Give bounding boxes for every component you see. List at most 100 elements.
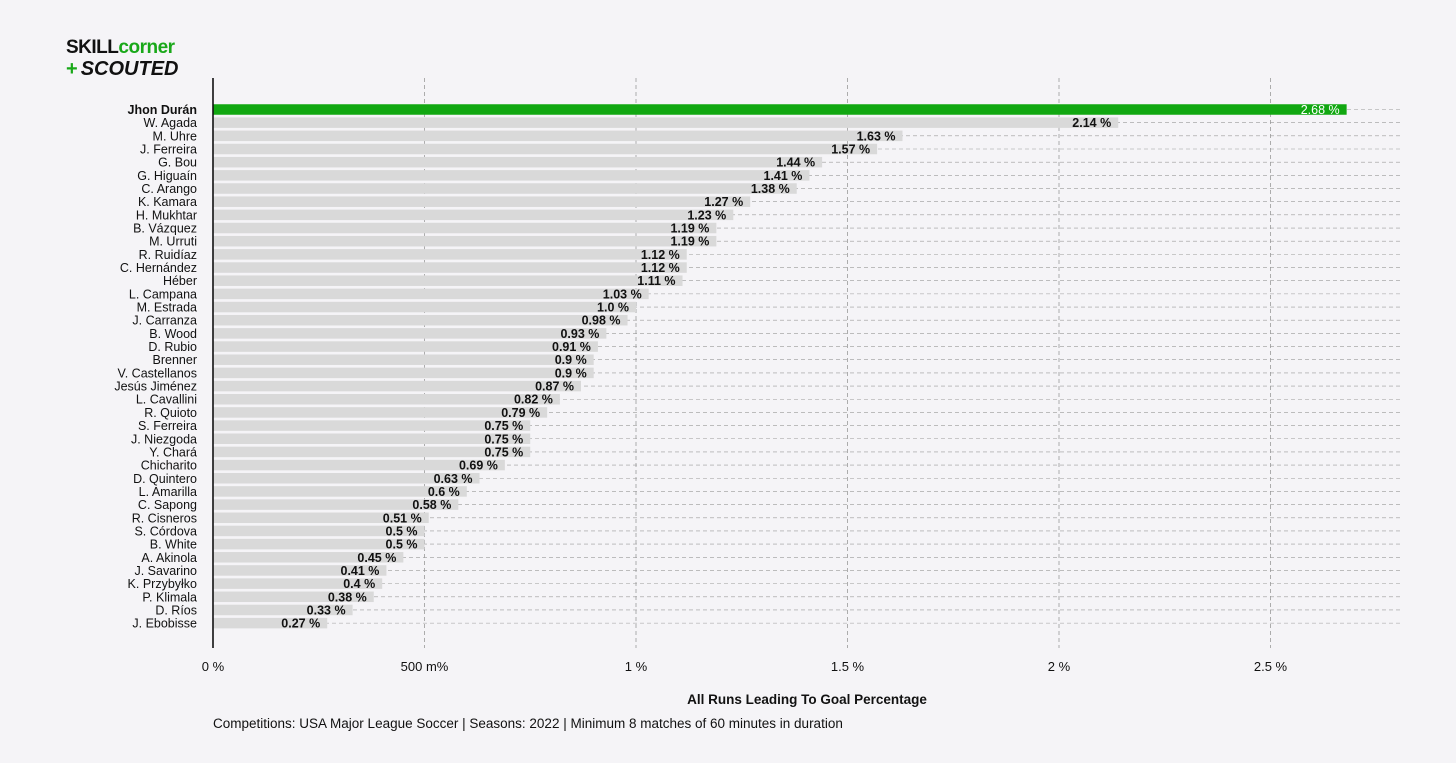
bar xyxy=(213,525,425,537)
bar xyxy=(213,446,531,458)
category-label: R. Cisneros xyxy=(132,511,197,525)
value-label: 0.63 % xyxy=(434,472,473,486)
value-label: 1.19 % xyxy=(670,222,709,236)
category-label: D. Quintero xyxy=(133,472,197,486)
logo-scouted-text: SCOUTED xyxy=(80,58,179,80)
logo-plus-text: + xyxy=(66,58,78,80)
category-label: B. Vázquez xyxy=(133,222,197,236)
value-label: 1.03 % xyxy=(603,287,642,301)
category-label: B. White xyxy=(150,538,197,552)
category-label: R. Ruidíaz xyxy=(139,248,197,262)
value-label: 1.44 % xyxy=(776,156,815,170)
value-label: 1.41 % xyxy=(764,169,803,183)
category-label: J. Savarino xyxy=(134,564,197,578)
bar xyxy=(213,473,480,484)
category-label: D. Rubio xyxy=(148,340,197,354)
value-label: 1.12 % xyxy=(641,248,680,262)
category-label: G. Higuaín xyxy=(137,169,197,183)
category-label: L. Amarilla xyxy=(139,485,197,499)
bar xyxy=(213,578,383,589)
category-label: Chicharito xyxy=(141,459,197,473)
bar xyxy=(213,130,903,142)
bar xyxy=(213,367,594,379)
value-label: 0.75 % xyxy=(484,432,523,446)
logo-line-skillcorner: SKILLcorner xyxy=(66,38,178,57)
value-label: 0.91 % xyxy=(552,340,591,354)
value-label: 0.58 % xyxy=(412,498,451,512)
bar xyxy=(213,565,387,576)
logo-corner-text: corner xyxy=(118,37,175,58)
value-label: 0.41 % xyxy=(341,564,380,578)
category-label: P. Klimala xyxy=(142,590,197,604)
category-label: V. Castellanos xyxy=(118,366,197,380)
x-tick-label: 1 % xyxy=(625,659,648,674)
value-label: 0.93 % xyxy=(560,327,599,341)
value-label: 1.0 % xyxy=(597,301,629,315)
category-label: S. Córdova xyxy=(134,524,197,538)
value-label: 0.9 % xyxy=(555,353,587,367)
category-label: A. Akinola xyxy=(141,551,197,565)
value-label: 1.12 % xyxy=(641,261,680,275)
footer-caption: Competitions: USA Major League Soccer | … xyxy=(213,716,843,731)
value-label: 2.68 % xyxy=(1301,103,1340,117)
bar xyxy=(213,156,823,168)
value-label: 1.11 % xyxy=(637,274,675,288)
value-label: 0.79 % xyxy=(501,406,540,420)
bar xyxy=(213,143,878,155)
x-tick-label: 1.5 % xyxy=(831,659,865,674)
bar xyxy=(213,433,531,444)
bar xyxy=(213,499,459,510)
value-label: 0.4 % xyxy=(343,577,375,591)
value-label: 0.82 % xyxy=(514,393,553,407)
bar xyxy=(213,170,810,181)
category-label: W. Agada xyxy=(143,116,197,130)
value-label: 0.75 % xyxy=(484,419,523,433)
category-label: C. Hernández xyxy=(120,261,197,275)
value-label: 0.9 % xyxy=(555,366,587,380)
bar xyxy=(213,262,687,273)
x-tick-label: 500 m% xyxy=(401,659,449,674)
bar xyxy=(213,117,1119,128)
x-tick-label: 2 % xyxy=(1048,659,1071,674)
x-tick-label: 2.5 % xyxy=(1254,659,1288,674)
category-label: D. Ríos xyxy=(155,603,197,617)
category-label: Brenner xyxy=(153,353,197,367)
bar xyxy=(213,183,797,194)
value-label: 0.75 % xyxy=(484,445,523,459)
category-label: C. Sapong xyxy=(138,498,197,512)
category-label: C. Arango xyxy=(141,182,197,196)
x-tick-label: 0 % xyxy=(202,659,225,674)
bar xyxy=(213,328,607,339)
bar xyxy=(213,235,717,247)
bar xyxy=(213,314,628,326)
category-label: J. Niezgoda xyxy=(131,432,197,446)
category-label: G. Bou xyxy=(158,156,197,170)
bar xyxy=(213,209,734,221)
bar xyxy=(213,552,404,563)
category-label: Jesús Jiménez xyxy=(114,380,197,394)
value-label: 0.5 % xyxy=(386,524,418,538)
category-label: J. Carranza xyxy=(132,314,197,328)
logo-line-scouted: + SCOUTED xyxy=(66,59,178,79)
bar xyxy=(213,275,683,286)
bar xyxy=(213,512,429,524)
category-label: Héber xyxy=(163,274,197,288)
x-axis-title: All Runs Leading To Goal Percentage xyxy=(687,692,927,707)
value-label: 1.27 % xyxy=(704,195,743,209)
value-label: 1.57 % xyxy=(831,143,870,157)
value-label: 0.69 % xyxy=(459,459,498,473)
bar xyxy=(213,249,687,260)
bar xyxy=(213,341,598,352)
logo-skill-text: SKILL xyxy=(66,37,119,58)
category-label: R. Quioto xyxy=(144,406,197,420)
category-label: L. Campana xyxy=(129,287,197,301)
bar xyxy=(213,617,328,629)
category-label: Y. Chará xyxy=(149,445,197,459)
bar xyxy=(213,354,594,365)
category-label: M. Urruti xyxy=(149,235,197,249)
category-label: H. Mukhtar xyxy=(136,208,197,222)
category-label: M. Estrada xyxy=(137,301,197,315)
category-label: B. Wood xyxy=(149,327,197,341)
bar xyxy=(213,459,505,471)
